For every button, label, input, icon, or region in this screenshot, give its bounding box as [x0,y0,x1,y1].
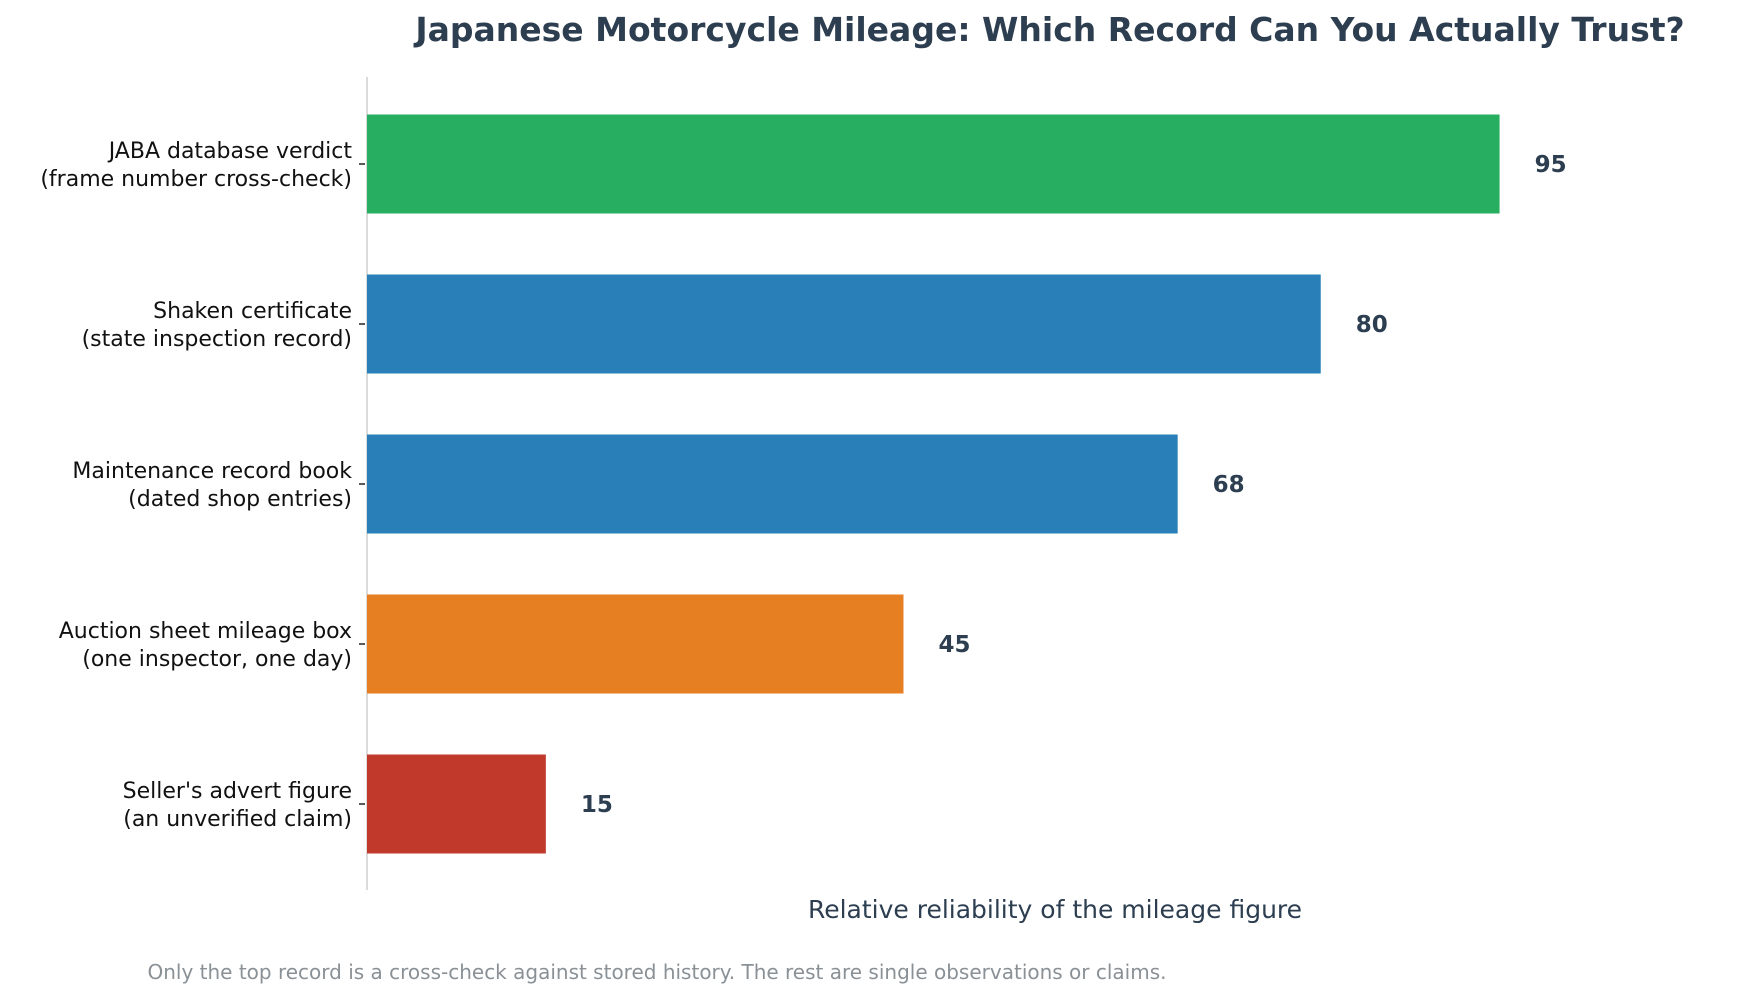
bar [367,434,1178,534]
category-label: (state inspection record) [82,327,352,352]
category-label: Auction sheet mileage box [59,619,352,644]
category-label: Maintenance record book [72,459,352,484]
value-label: 45 [938,632,970,658]
value-label: 80 [1356,312,1388,338]
bar [367,594,904,694]
bar [367,114,1500,214]
chart-caption: Only the top record is a cross-check aga… [147,960,1166,984]
category-label: Shaken certificate [153,299,352,324]
bars-group: 95 JABA database verdict (frame number cro… [40,114,1567,854]
x-axis-label: Relative reliability of the mileage figu… [808,895,1302,924]
category-label: (frame number cross-check) [40,167,352,192]
bar [367,754,546,854]
category-label: (one inspector, one day) [82,647,352,672]
bar [367,274,1321,374]
category-label: (an unverified claim) [123,807,352,832]
category-label: (dated shop entries) [128,487,352,512]
chart-title: Japanese Motorcycle Mileage: Which Recor… [413,10,1684,49]
category-label: JABA database verdict [107,139,353,164]
value-label: 15 [581,792,613,818]
value-label: 68 [1213,472,1245,498]
value-label: 95 [1535,152,1567,178]
category-label: Seller's advert figure [123,779,352,804]
